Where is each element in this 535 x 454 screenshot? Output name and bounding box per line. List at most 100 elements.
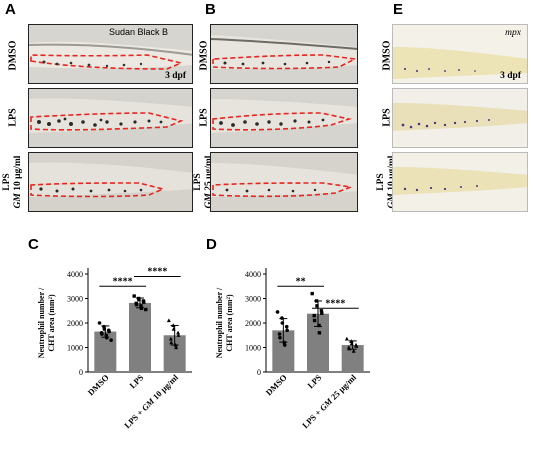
c-point-1-6 (134, 302, 139, 307)
d-ylabel-line2: CHT area (mm²) (225, 294, 234, 352)
d-bar-2 (341, 345, 364, 372)
c-point-2-6 (169, 340, 174, 345)
d-xtick-label-2-part-2: 25 μg/ml (327, 372, 358, 403)
d-point-0-2 (280, 321, 285, 325)
c-xtick-label-2-part-2: 10 μg/ml (149, 372, 180, 403)
c-point-2-8 (174, 345, 179, 350)
larva-sbb-a1 (29, 25, 192, 83)
c-ytick-label-3000: 3000 (67, 295, 83, 304)
d-point-1-2 (315, 304, 319, 308)
image-a-gm (28, 152, 193, 212)
c-ytick-label-1000: 1000 (67, 344, 83, 353)
panel-letter-a: A (5, 1, 16, 18)
c-xtick-label-0: DMSO (86, 372, 111, 397)
c-point-2-7 (173, 342, 178, 347)
d-point-0-0 (275, 310, 280, 314)
stain-label-mpx: mpx (505, 28, 521, 38)
d-point-2-4 (354, 344, 359, 348)
d-ytick-label-4000: 4000 (245, 270, 261, 279)
c-ytick-label-0: 0 (79, 368, 83, 377)
c-point-2-0 (166, 318, 171, 323)
d-point-2-1 (349, 339, 354, 343)
c-sig-label-0: **** (113, 276, 133, 287)
d-point-2-6 (347, 346, 352, 351)
c-bar-1 (129, 302, 151, 372)
d-ytick-label-2000: 2000 (245, 319, 261, 328)
d-point-0-4 (285, 328, 289, 333)
row-label-a-gm-line1: LPS (2, 173, 12, 191)
d-point-0-3 (284, 324, 289, 329)
c-bar-2 (163, 335, 186, 372)
c-point-2-2 (171, 326, 176, 331)
larva-sbb-b1 (211, 25, 357, 83)
c-ytick-label-4000: 4000 (67, 270, 83, 279)
d-point-1-7 (317, 323, 321, 328)
c-point-1-4 (142, 300, 146, 304)
c-point-1-9 (144, 307, 148, 312)
c-point-0-4 (107, 329, 111, 334)
d-ytick-label-0: 0 (257, 368, 261, 377)
panel-letter-b: B (205, 1, 216, 18)
d-point-1-5 (312, 313, 316, 318)
row-label-b-gm-line1: LPS (193, 173, 203, 191)
c-point-0-2 (102, 327, 107, 331)
larva-sbb-a2 (29, 89, 192, 147)
chart-c: 0 1000 2000 3000 4000 Neutrophil number / CHT … (37, 266, 192, 430)
d-point-0-6 (278, 335, 282, 340)
image-e-lps (392, 88, 528, 148)
c-point-2-5 (168, 336, 173, 341)
c-point-0-8 (104, 335, 109, 340)
panel-letter-d: D (206, 236, 217, 253)
c-point-0-9 (109, 338, 113, 342)
panel-letter-e: E (393, 1, 404, 18)
c-ytick-label-2000: 2000 (67, 319, 83, 328)
chart-d: 0 1000 2000 3000 4000 Neutrophil number / CHT … (215, 268, 370, 430)
c-point-1-8 (139, 306, 144, 310)
row-label-e-dmso: DMSO (381, 40, 393, 71)
row-label-e-gm-line1: LPS (376, 173, 386, 191)
c-point-2-4 (176, 333, 181, 337)
d-point-1-6 (312, 318, 317, 323)
d-point-0-5 (277, 332, 282, 336)
larva-mpx-e1 (393, 25, 527, 83)
c-sig-label-1: **** (147, 266, 167, 277)
stain-label-sbb: Sudan Black B (109, 27, 169, 37)
c-ylabel-line2: CHT area (mm²) (47, 294, 56, 352)
d-point-1-4 (320, 311, 324, 315)
d-ytick-label-3000: 3000 (245, 295, 261, 304)
row-label-a-lps: LPS (7, 108, 19, 127)
d-point-1-1 (314, 299, 319, 303)
d-point-2-7 (351, 348, 356, 353)
panel-letter-c: C (28, 236, 39, 253)
image-b-dmso (210, 24, 358, 84)
image-a-lps (28, 88, 193, 148)
d-point-2-2 (349, 341, 354, 346)
d-bar-1 (307, 313, 329, 372)
d-point-1-0 (310, 291, 314, 296)
d-point-0-1 (280, 316, 284, 320)
d-point-0-8 (282, 343, 287, 347)
d-ytick-label-1000: 1000 (245, 344, 261, 353)
row-label-a-gm-rest: 10 μg/ml (13, 155, 23, 194)
d-point-1-8 (317, 331, 322, 335)
row-label-b-lps: LPS (198, 108, 210, 127)
d-point-1-3 (319, 309, 324, 313)
stage-label-a: 3 dpf (165, 71, 186, 81)
larva-mpx-e3 (393, 153, 527, 211)
d-xtick-label-1: LPS (305, 372, 323, 390)
d-ylabel-line1: Neutrophil number / (215, 287, 224, 358)
larva-sbb-b3 (211, 153, 357, 211)
image-a-dmso: Sudan Black B 3 dpf (28, 24, 193, 84)
d-point-2-0 (344, 336, 349, 341)
c-point-0-6 (100, 332, 104, 336)
stage-label-e: 3 dpf (500, 71, 521, 81)
larva-sbb-b2 (211, 89, 357, 147)
row-label-a-dmso: DMSO (7, 40, 19, 71)
d-bar-0 (272, 330, 295, 372)
row-label-a-gm: LPS GM 10 μg/ml (2, 143, 24, 221)
row-label-e-lps: LPS (381, 108, 393, 127)
c-point-1-2 (137, 298, 141, 302)
c-point-2-1 (171, 323, 176, 328)
image-e-gm (392, 152, 528, 212)
image-e-dmso: mpx 3 dpf (392, 24, 528, 84)
